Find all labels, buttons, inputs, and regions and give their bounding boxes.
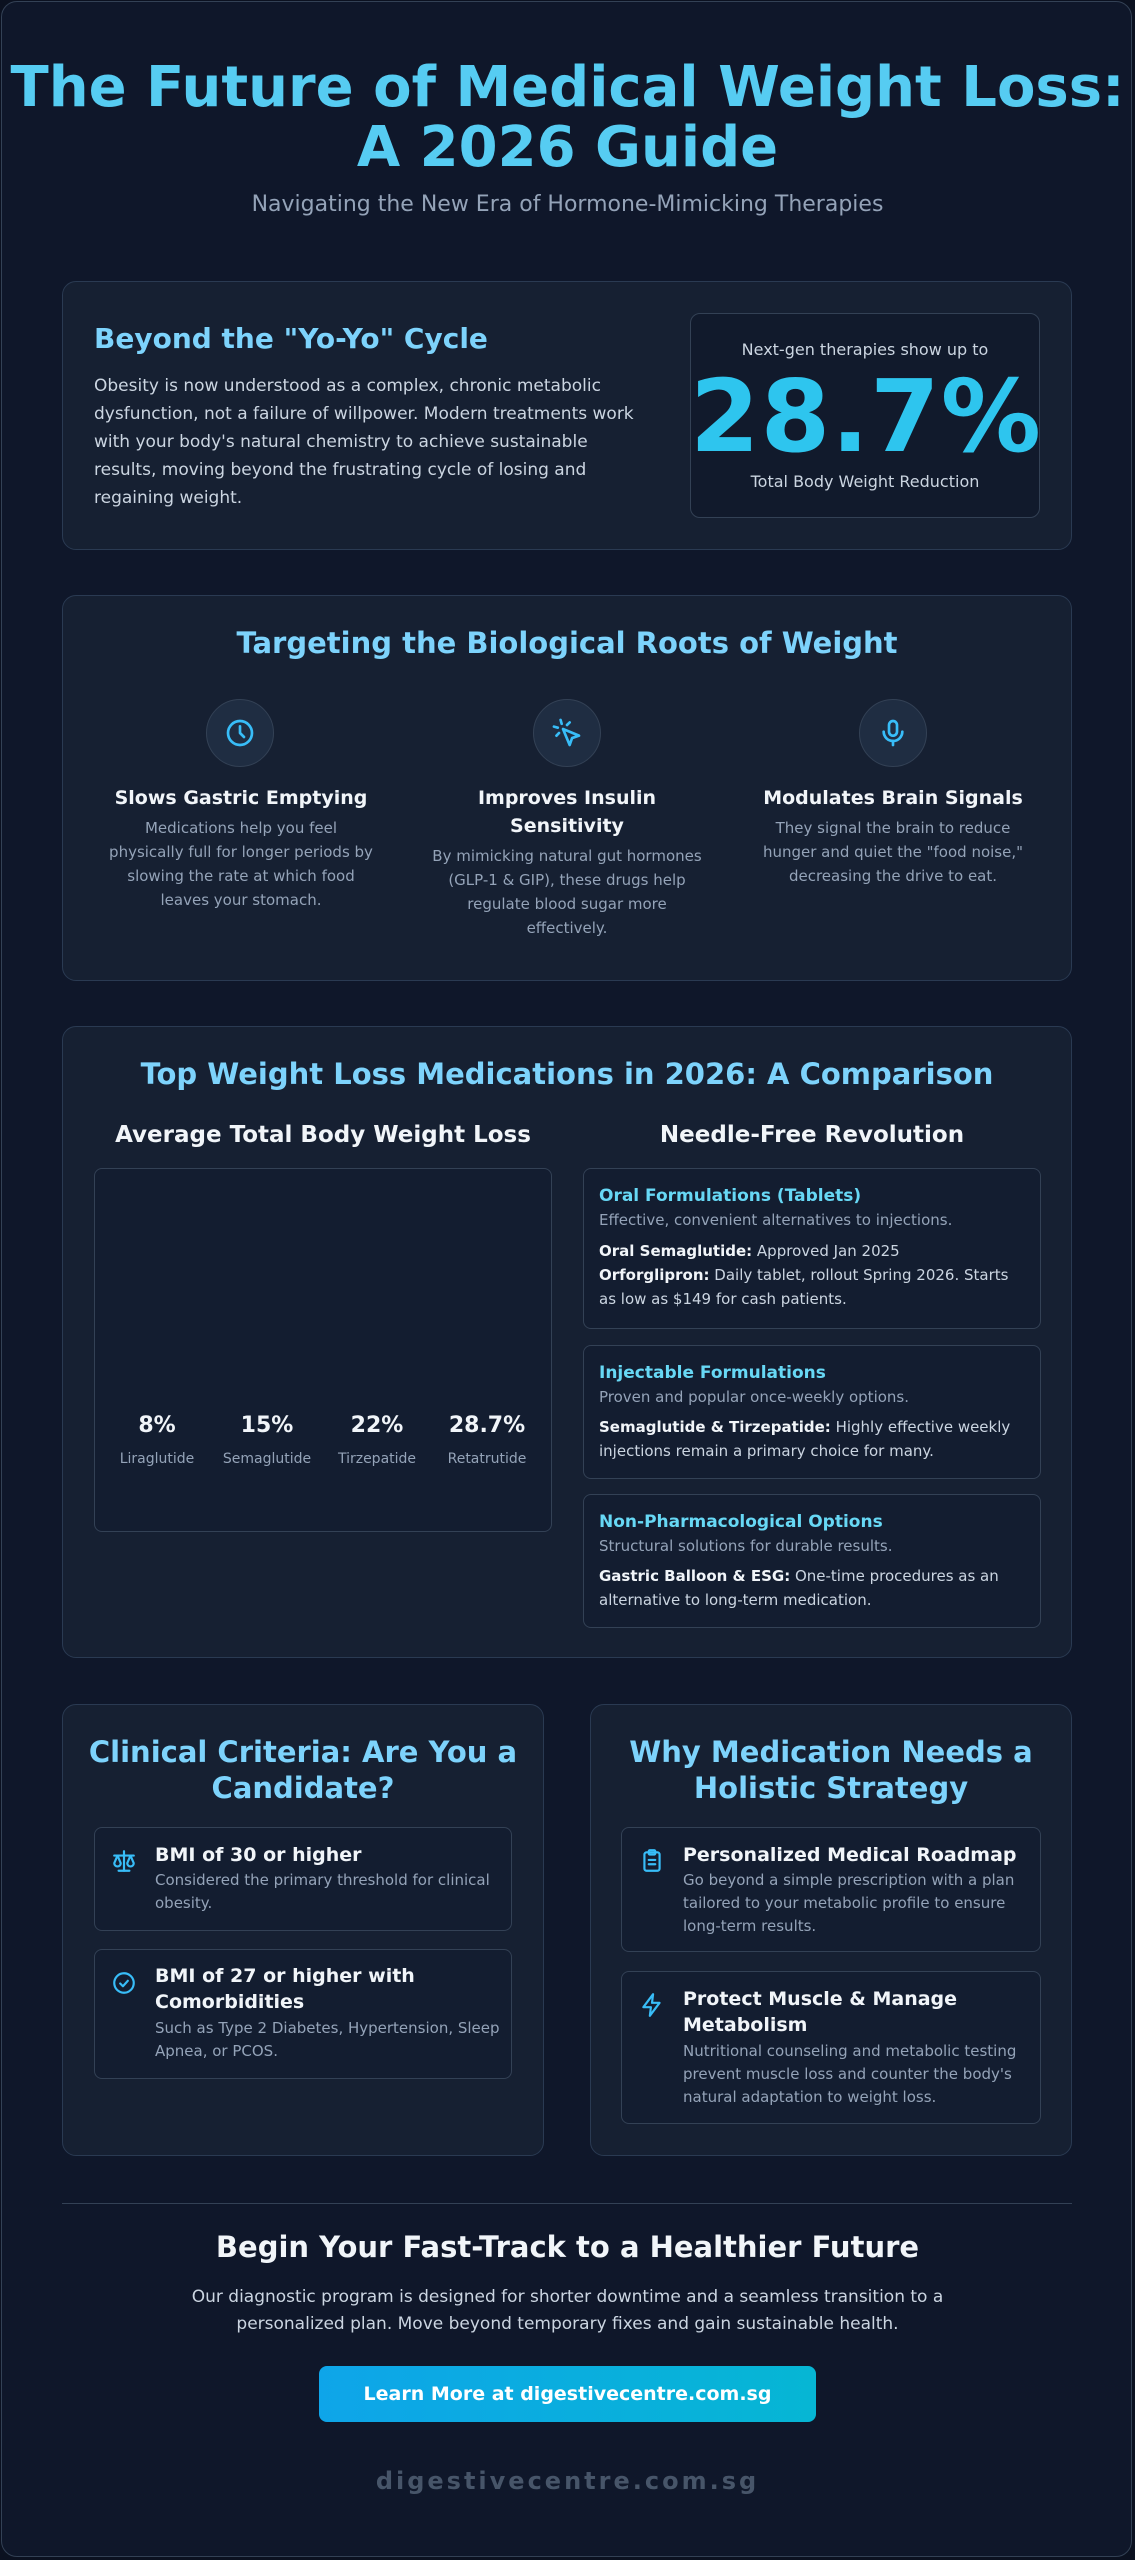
holistic-text: Nutritional counseling and metabolic tes… xyxy=(683,2042,1017,2106)
option-card-injectable xyxy=(583,1345,1041,1479)
mechanism-icon-circle xyxy=(206,699,274,767)
criteria-heading: Clinical Criteria: Are You a Candidate? xyxy=(88,1735,518,1805)
option-subtitle: Structural solutions for durable results… xyxy=(599,1537,893,1555)
learn-more-button[interactable]: Learn More at digestivecentre.com.sg xyxy=(319,2366,816,2422)
options-heading: Needle-Free Revolution xyxy=(659,1122,965,1148)
option-detail-label: Gastric Balloon & ESG: xyxy=(599,1567,791,1585)
option-subtitle: Effective, convenient alternatives to in… xyxy=(599,1211,953,1229)
mechanism-title: Slows Gastric Emptying xyxy=(114,787,368,809)
cta-text: Our diagnostic program is designed for s… xyxy=(191,2287,944,2334)
page-title: The Future of Medical Weight Loss: A 202… xyxy=(10,55,1125,180)
option-detail: Semaglutide & Tirzepatide: Highly effect… xyxy=(599,1415,1019,1463)
mechanism-icon-circle xyxy=(533,699,601,767)
clipboard-icon xyxy=(639,1848,665,1874)
option-title: Non-Pharmacological Options xyxy=(599,1512,883,1532)
bar-value-tirzepatide: 22% xyxy=(350,1413,404,1438)
mechanisms-card xyxy=(62,595,1072,981)
check-circle-icon xyxy=(111,1970,137,1996)
scale-icon xyxy=(111,1848,137,1874)
bar-label-tirzepatide: Tirzepatide xyxy=(337,1451,417,1467)
criteria-title: BMI of 30 or higher xyxy=(155,1844,362,1866)
bar-chart xyxy=(94,1168,552,1532)
holistic-item xyxy=(621,1827,1041,1952)
intro-heading: Beyond the "Yo-Yo" Cycle xyxy=(94,322,488,355)
option-title: Oral Formulations (Tablets) xyxy=(599,1186,862,1206)
mechanism-icon-circle xyxy=(859,699,927,767)
option-detail-label: Semaglutide & Tirzepatide: xyxy=(599,1418,831,1436)
footer-brand: digestivecentre.com.sg xyxy=(375,2467,760,2495)
clock-icon xyxy=(224,717,256,749)
criteria-title: BMI of 27 or higher with Comorbidities xyxy=(155,1965,415,2013)
bar-value-semaglutide: 15% xyxy=(240,1413,294,1438)
stat-value: 28.7% xyxy=(690,362,1040,472)
option-detail-text: Highly effective weekly injections remai… xyxy=(599,1418,1011,1460)
option-subtitle: Proven and popular once-weekly options. xyxy=(599,1388,909,1406)
chart-heading: Average Total Body Weight Loss xyxy=(115,1122,531,1148)
option-title: Injectable Formulations xyxy=(599,1363,826,1383)
option-detail-label: Oral Semaglutide: xyxy=(599,1242,753,1260)
stat-card xyxy=(690,313,1040,518)
bar-label-semaglutide: Semaglutide xyxy=(222,1451,312,1467)
criteria-text: Such as Type 2 Diabetes, Hypertension, S… xyxy=(155,2019,500,2060)
pointer-click-icon xyxy=(551,717,583,749)
option-detail-label: Orforglipron: xyxy=(599,1266,710,1284)
mechanism-text: By mimicking natural gut hormones (GLP-1… xyxy=(432,847,702,937)
page-subtitle: Navigating the New Era of Hormone-Mimick… xyxy=(251,192,884,217)
mechanism-title: Modulates Brain Signals xyxy=(763,787,1023,809)
stat-caption-bottom: Total Body Weight Reduction xyxy=(750,472,980,491)
bar-value-retatrutide: 28.7% xyxy=(448,1413,526,1438)
criteria-text: Considered the primary threshold for cli… xyxy=(155,1871,490,1912)
bar-label-liraglutide: Liraglutide xyxy=(119,1451,195,1467)
mechanisms-heading: Targeting the Biological Roots of Weight xyxy=(236,626,898,660)
holistic-item xyxy=(621,1971,1041,2124)
option-card-oral xyxy=(583,1168,1041,1329)
lightning-icon xyxy=(639,1992,665,2018)
criteria-item xyxy=(94,1827,512,1931)
holistic-title: Personalized Medical Roadmap xyxy=(683,1844,1017,1866)
option-card-non-pharma xyxy=(583,1494,1041,1628)
divider xyxy=(62,2203,1072,2204)
option-detail: Gastric Balloon & ESG: One-time procedur… xyxy=(599,1564,1019,1612)
option-detail-text: One-time procedures as an alternative to… xyxy=(599,1567,999,1609)
option-detail-text: Daily tablet, rollout Spring 2026. Start… xyxy=(599,1266,1009,1308)
criteria-item xyxy=(94,1949,512,2079)
comparison-heading: Top Weight Loss Medications in 2026: A C… xyxy=(140,1057,994,1091)
option-detail: Oral Semaglutide: Approved Jan 2025 xyxy=(599,1239,1019,1263)
stat-caption-top: Next-gen therapies show up to xyxy=(741,340,989,359)
intro-text: Obesity is now understood as a complex, … xyxy=(94,376,634,508)
microphone-icon xyxy=(877,717,909,749)
cta-heading: Begin Your Fast-Track to a Healthier Fut… xyxy=(215,2230,920,2264)
bar-label-retatrutide: Retatrutide xyxy=(447,1451,527,1467)
mechanism-title: Improves Insulin Sensitivity xyxy=(477,787,657,837)
mechanism-text: Medications help you feel physically ful… xyxy=(109,819,373,909)
holistic-title: Protect Muscle & Manage Metabolism xyxy=(683,1988,958,2036)
option-detail: Orforglipron: Daily tablet, rollout Spri… xyxy=(599,1263,1019,1311)
holistic-text: Go beyond a simple prescription with a p… xyxy=(683,1871,1015,1935)
option-detail-text: Approved Jan 2025 xyxy=(752,1242,900,1260)
holistic-heading: Why Medication Needs a Holistic Strategy xyxy=(629,1735,1033,1805)
bar-value-liraglutide: 8% xyxy=(138,1413,176,1438)
mechanism-text: They signal the brain to reduce hunger a… xyxy=(762,819,1024,885)
